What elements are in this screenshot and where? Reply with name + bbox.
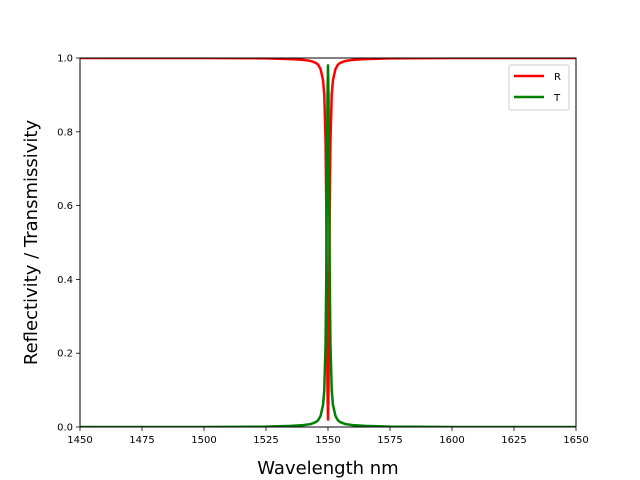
- y-tick-label: 0.6: [57, 201, 73, 212]
- x-tick-label: 1550: [315, 435, 340, 446]
- y-tick-label: 0.8: [57, 127, 73, 138]
- y-tick-label: 0.0: [57, 423, 73, 434]
- series-layer: [80, 58, 576, 427]
- y-tick-label: 1.0: [57, 54, 73, 65]
- x-tick-label: 1600: [439, 435, 464, 446]
- x-tick-label: 1575: [377, 435, 402, 446]
- x-tick-label: 1625: [501, 435, 526, 446]
- x-tick-label: 1650: [563, 435, 588, 446]
- legend-label-r: R: [554, 72, 561, 83]
- x-tick-label: 1525: [253, 435, 278, 446]
- y-axis: 0.0 0.2 0.4 0.6 0.8 1.0: [57, 54, 80, 434]
- x-axis: 1450 1475 1500 1525 1550 1575 1600 1625 1650: [67, 427, 589, 446]
- y-axis-label: Reflectivity / Transmissivity: [21, 120, 42, 366]
- legend-label-t: T: [553, 93, 561, 104]
- y-tick-label: 0.4: [57, 275, 73, 286]
- y-tick-label: 0.2: [57, 349, 73, 360]
- legend: R T: [508, 64, 570, 111]
- x-axis-label: Wavelength nm: [257, 458, 398, 479]
- series-line-t: [80, 64, 576, 427]
- x-tick-label: 1475: [129, 435, 154, 446]
- x-tick-label: 1450: [67, 435, 92, 446]
- series-line-r: [80, 58, 576, 421]
- x-tick-label: 1500: [191, 435, 216, 446]
